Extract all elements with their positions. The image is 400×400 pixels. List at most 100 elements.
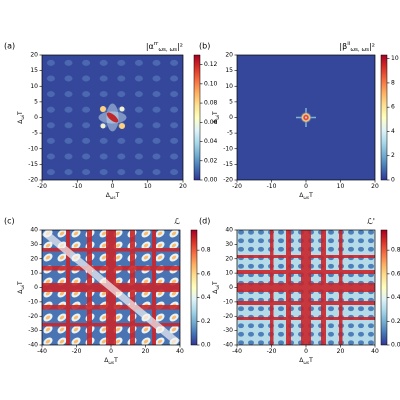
- y-axis-label: ΔωiT: [212, 281, 220, 294]
- x-axis-label-part: Δ: [106, 192, 111, 199]
- x-tick-label: -10: [267, 183, 277, 190]
- colorbar-tick-label: 0.4: [391, 294, 400, 301]
- colorbar-tick-label: 0.0: [201, 342, 211, 349]
- y-axis-label-part: T: [212, 281, 219, 286]
- y-tick-label: -15: [28, 161, 38, 168]
- x-axis-label-part: T: [308, 192, 313, 199]
- y-tick-label: 40: [30, 227, 38, 234]
- x-tick-label: 40: [371, 348, 379, 355]
- y-axis-label: ΔωiT: [17, 281, 25, 294]
- y-axis-label: ΔωiT: [17, 111, 25, 124]
- y-tick-label: 0: [34, 284, 38, 291]
- x-tick-label: -20: [72, 348, 82, 355]
- panel-title-part: rr: [154, 41, 159, 47]
- y-tick-label: 20: [225, 255, 233, 262]
- colorbar: [380, 54, 388, 181]
- x-tick-label: 20: [142, 348, 150, 355]
- y-axis-label: ΔωiT: [212, 111, 220, 124]
- panel-title-part: |β: [339, 42, 347, 51]
- y-axis-label-part: T: [212, 111, 219, 116]
- colorbar-tick-label: 0.04: [204, 138, 218, 145]
- y-tick-label: 20: [225, 52, 233, 59]
- y-tick-label: 10: [30, 270, 38, 277]
- x-axis-label-part: T: [113, 357, 118, 364]
- y-tick-label: 20: [30, 255, 38, 262]
- panel-title: |αrrωs, ωs|²: [146, 41, 183, 53]
- colorbar-tick-label: 0.2: [391, 318, 400, 325]
- y-tick-label: -20: [223, 177, 233, 184]
- panel-label: (d): [199, 217, 210, 226]
- x-tick-label: 10: [144, 183, 152, 190]
- colorbar-tick-label: 4: [391, 128, 395, 135]
- heatmap-image: [42, 55, 183, 180]
- y-axis-label-part: T: [17, 111, 24, 116]
- x-tick-label: 0: [304, 183, 308, 190]
- y-tick-label: 0: [34, 114, 38, 121]
- x-tick-label: 20: [371, 183, 379, 190]
- colorbar-tick-label: 0.06: [204, 119, 218, 126]
- y-tick-label: -5: [32, 130, 38, 137]
- colorbar-tick-label: 0.2: [201, 318, 211, 325]
- x-tick-label: -40: [232, 348, 242, 355]
- y-tick-label: 10: [225, 270, 233, 277]
- y-axis-label-part: ωi: [215, 285, 220, 290]
- x-axis-label: ΔωsT: [104, 357, 118, 365]
- x-tick-label: -20: [232, 183, 242, 190]
- y-tick-label: 20: [30, 52, 38, 59]
- y-tick-label: 15: [30, 67, 38, 74]
- colorbar: [193, 54, 201, 181]
- x-axis-label: ΔωsT: [299, 357, 313, 365]
- y-tick-label: 30: [225, 241, 233, 248]
- x-tick-label: -20: [37, 183, 47, 190]
- x-tick-label: 10: [337, 183, 345, 190]
- y-tick-label: 5: [229, 98, 233, 105]
- y-tick-label: 0: [229, 284, 233, 291]
- y-tick-label: -10: [223, 298, 233, 305]
- x-tick-label: -10: [72, 183, 82, 190]
- y-tick-label: -30: [28, 327, 38, 334]
- y-tick-label: -30: [223, 327, 233, 334]
- x-tick-label: 20: [337, 348, 345, 355]
- x-axis-label-part: Δ: [299, 357, 304, 364]
- x-axis-label-part: Δ: [299, 192, 304, 199]
- panel-title-part: ℒ': [367, 217, 375, 226]
- panel-title-part: |²: [369, 42, 375, 51]
- y-tick-label: -10: [223, 145, 233, 152]
- y-tick-label: 0: [229, 114, 233, 121]
- y-axis-label-part: T: [17, 281, 24, 286]
- colorbar-tick-label: 0: [391, 177, 395, 184]
- x-tick-label: 0: [109, 348, 113, 355]
- y-tick-label: -20: [223, 313, 233, 320]
- panel-title: |βiiωs, ωs|²: [339, 41, 375, 53]
- colorbar-tick-label: 0.0: [391, 342, 400, 349]
- colorbar-tick-label: 6: [391, 104, 395, 111]
- colorbar-tick-label: 0.6: [391, 270, 400, 277]
- colorbar-tick-label: 0.12: [204, 61, 218, 68]
- x-axis-label-part: T: [308, 357, 313, 364]
- y-tick-label: -10: [28, 298, 38, 305]
- y-tick-label: 10: [225, 83, 233, 90]
- colorbar-tick-label: 0.02: [204, 157, 218, 164]
- x-axis-label-part: Δ: [104, 357, 109, 364]
- y-tick-label: 15: [225, 67, 233, 74]
- x-axis-label: ΔωsT: [299, 192, 313, 200]
- colorbar-tick-label: 0.10: [204, 80, 218, 87]
- panel-label: (a): [4, 42, 15, 51]
- panel-title-part: |α: [146, 42, 154, 51]
- y-tick-label: -20: [28, 177, 38, 184]
- y-tick-label: -5: [227, 130, 233, 137]
- y-axis-label-part: ωi: [215, 115, 220, 120]
- colorbar-tick-label: 10: [391, 55, 399, 62]
- y-tick-label: -40: [28, 342, 38, 349]
- colorbar-tick-label: 8: [391, 79, 395, 86]
- y-axis-label-part: Δ: [212, 119, 219, 124]
- panel-title-part: ωs, ωs: [158, 47, 177, 53]
- panel-title: ℒ': [367, 217, 375, 226]
- y-tick-label: 30: [30, 241, 38, 248]
- panel-label: (b): [199, 42, 210, 51]
- y-axis-label-part: ωi: [20, 285, 25, 290]
- y-tick-label: -20: [28, 313, 38, 320]
- x-tick-label: -20: [267, 348, 277, 355]
- y-tick-label: -40: [223, 342, 233, 349]
- colorbar: [190, 229, 198, 346]
